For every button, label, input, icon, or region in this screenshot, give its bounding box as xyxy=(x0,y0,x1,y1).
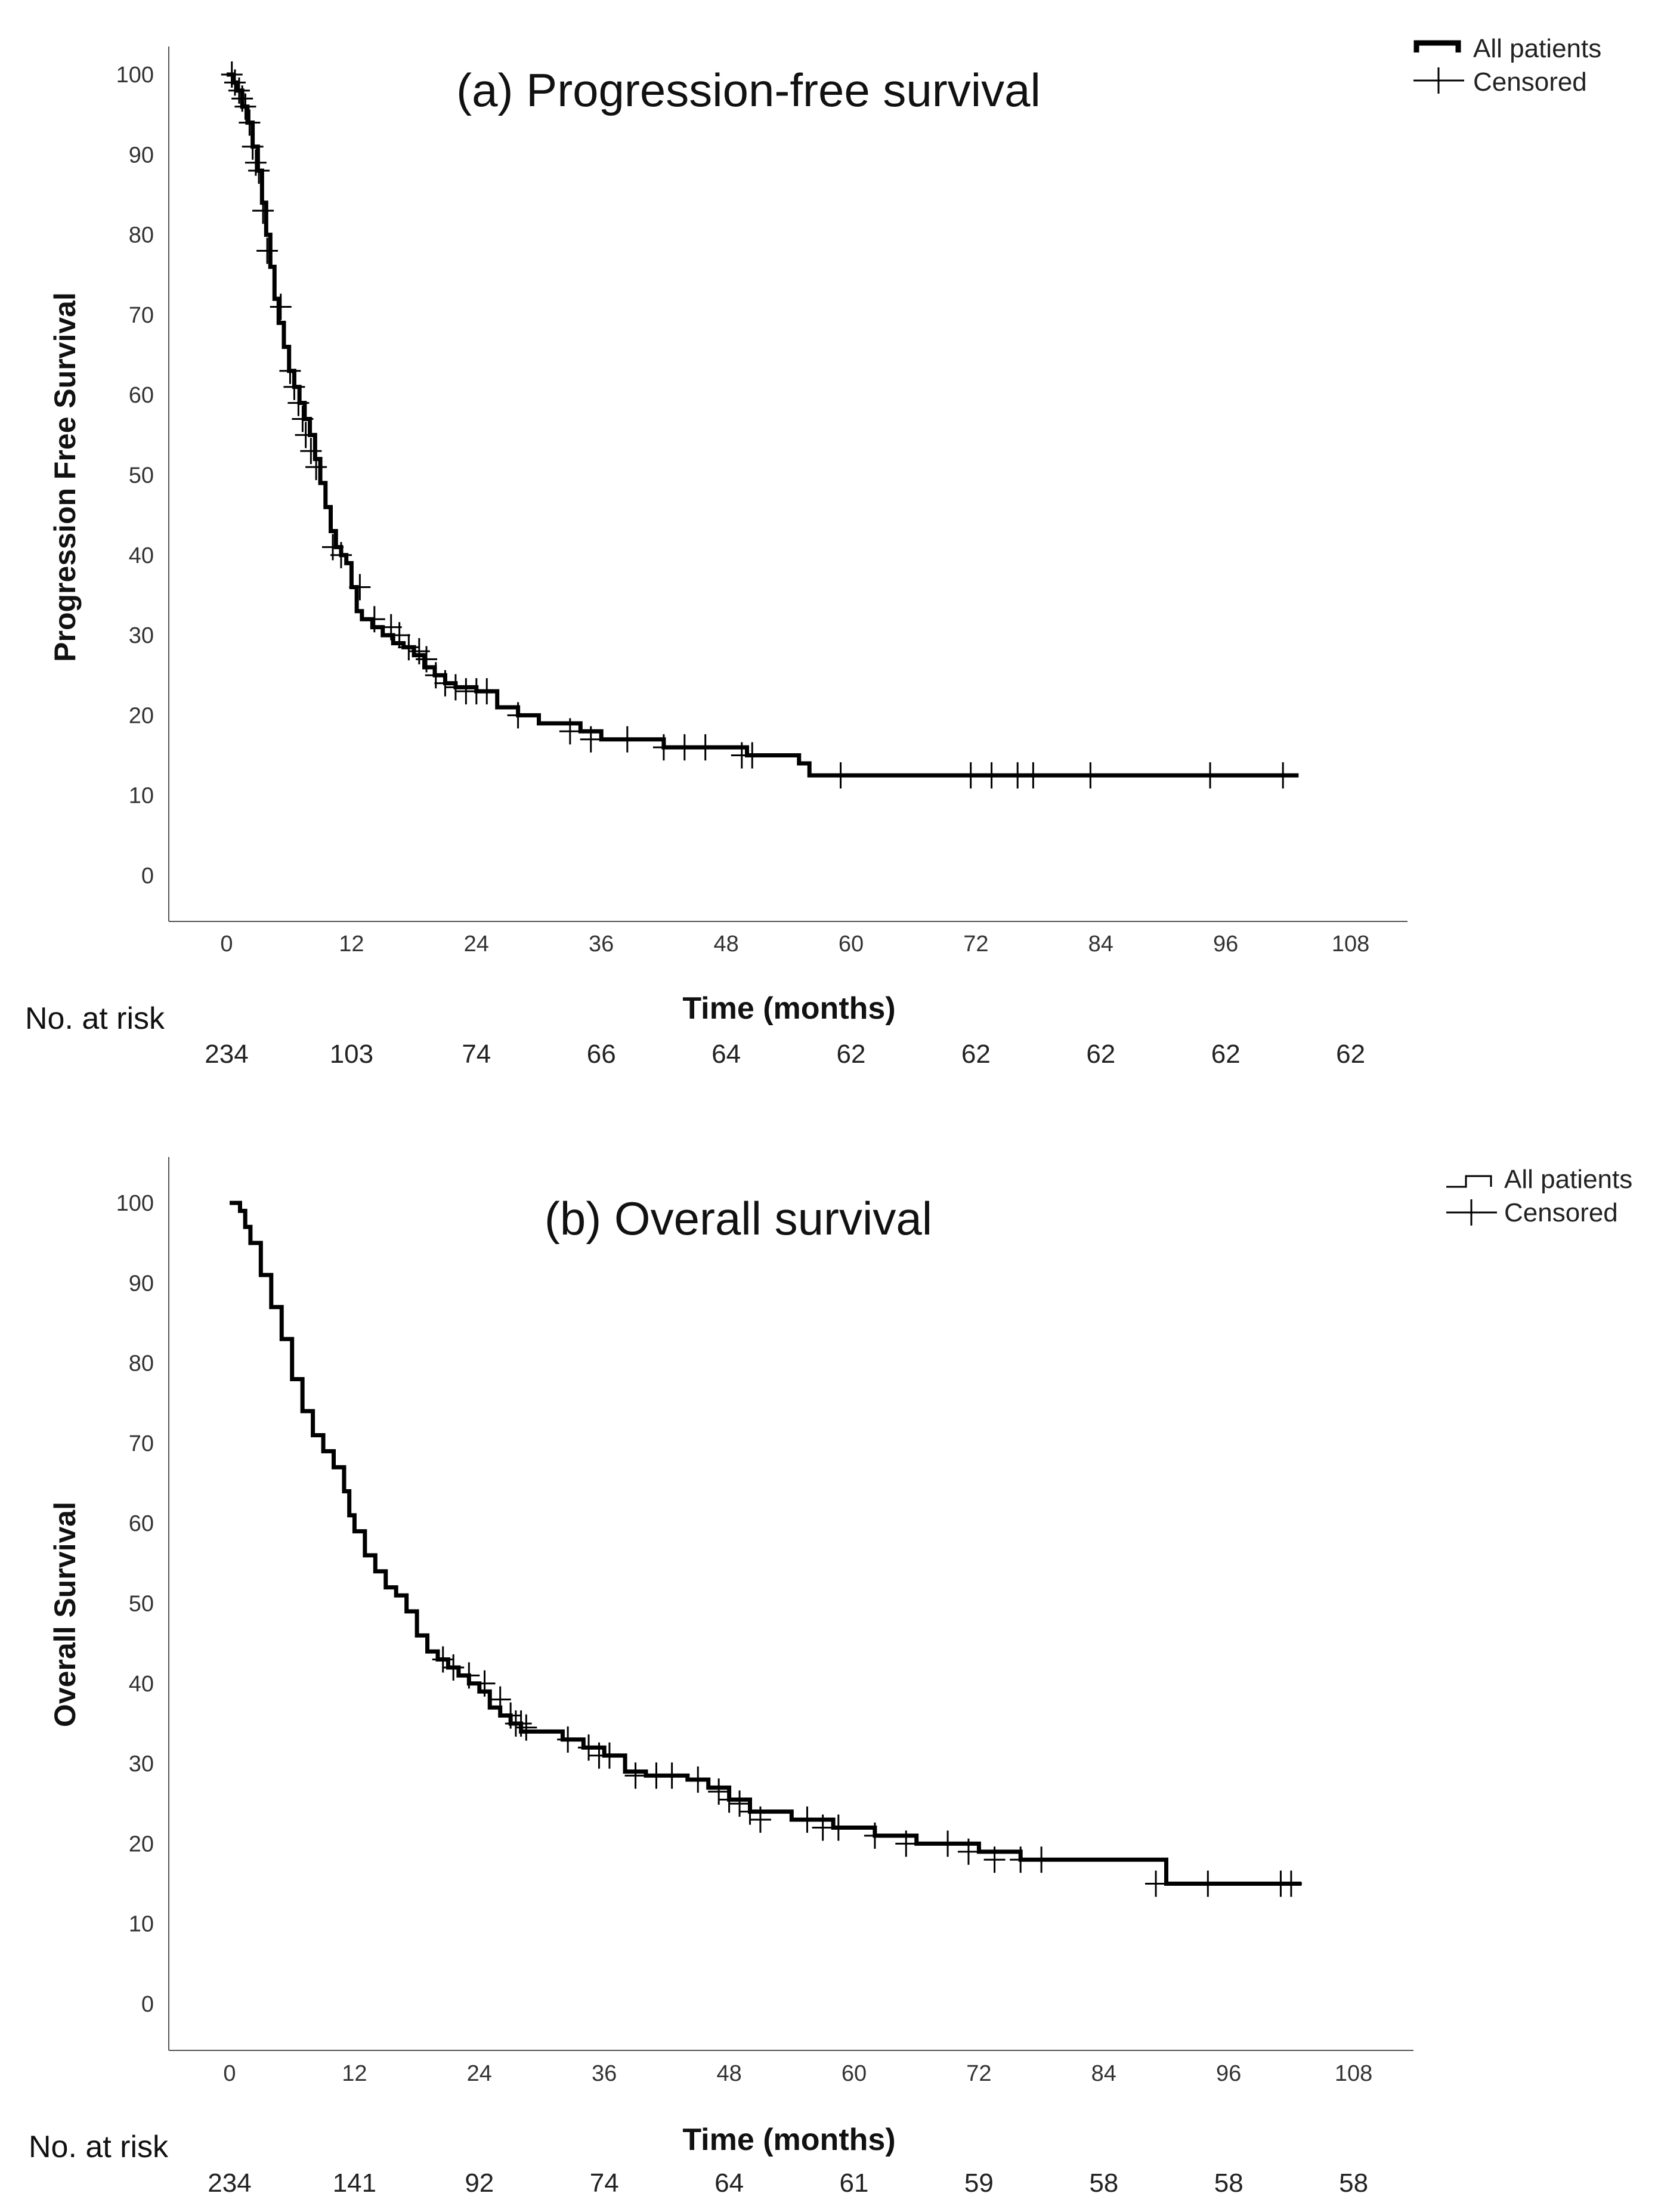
x-tick-label: 24 xyxy=(464,932,489,957)
y-tick-label: 40 xyxy=(129,1672,154,1697)
y-tick-label: 90 xyxy=(129,143,154,168)
y-tick-label: 30 xyxy=(129,1752,154,1777)
x-tick-label: 48 xyxy=(716,2061,741,2086)
y-axis-label: Overall Survival xyxy=(48,1502,82,1727)
panel-os: (b) Overall survival Overall Survival Ti… xyxy=(29,1157,1632,2198)
x-axis-label: Time (months) xyxy=(682,991,895,1026)
y-tick-label: 20 xyxy=(129,1832,154,1857)
x-tick-label: 0 xyxy=(223,2061,236,2086)
x-tick-label: 84 xyxy=(1091,2061,1116,2086)
legend-line-swatch xyxy=(1413,40,1461,52)
x-tick-label: 24 xyxy=(467,2061,492,2086)
y-axis-label: Progression Free Survival xyxy=(48,292,82,662)
risk-count: 64 xyxy=(714,2168,744,2198)
risk-count: 58 xyxy=(1089,2168,1118,2198)
y-tick-label: 70 xyxy=(129,1431,154,1456)
y-tick-label: 80 xyxy=(129,1351,154,1376)
y-tick-label: 0 xyxy=(141,864,154,889)
risk-count: 62 xyxy=(961,1040,991,1069)
x-axis-label: Time (months) xyxy=(682,2123,895,2157)
x-tick-label: 84 xyxy=(1088,932,1113,957)
risk-table-label: No. at risk xyxy=(29,2130,169,2164)
risk-count: 64 xyxy=(712,1040,741,1069)
y-tick-label: 0 xyxy=(141,1992,154,2017)
x-tick-label: 12 xyxy=(342,2061,367,2086)
plot-area: 0 10 20 30 40 50 60 70 80 90 100 0 12 24 36 48 60 72 84 96 1… xyxy=(116,1157,1413,2198)
legend: All patients Censored xyxy=(1446,1165,1632,1227)
y-tick-label: 30 xyxy=(129,623,154,648)
x-tick-label: 108 xyxy=(1332,932,1369,957)
risk-count: 103 xyxy=(330,1040,373,1069)
risk-count: 74 xyxy=(590,2168,619,2198)
y-tick-label: 60 xyxy=(129,383,154,408)
y-tick-label: 90 xyxy=(129,1271,154,1296)
risk-count: 59 xyxy=(964,2168,994,2198)
y-tick-label: 10 xyxy=(129,784,154,809)
legend-label-all-patients: All patients xyxy=(1473,34,1601,63)
plot-area: 0 10 20 30 40 50 60 70 80 90 100 0 12 24 36 48 60 72 84 96 1… xyxy=(116,47,1408,1069)
y-tick-label: 80 xyxy=(129,223,154,248)
x-tick-label: 96 xyxy=(1213,932,1238,957)
x-tick-label: 72 xyxy=(963,932,988,957)
risk-count: 234 xyxy=(205,1040,248,1069)
x-tick-label: 12 xyxy=(339,932,364,957)
legend: All patients Censored xyxy=(1413,34,1601,97)
y-tick-label: 40 xyxy=(129,543,154,568)
risk-count: 61 xyxy=(840,2168,869,2198)
risk-count: 66 xyxy=(587,1040,616,1069)
x-tick-label: 0 xyxy=(220,932,233,957)
risk-count: 62 xyxy=(1336,1040,1365,1069)
risk-count: 62 xyxy=(1211,1040,1241,1069)
risk-count: 62 xyxy=(1086,1040,1115,1069)
risk-count: 58 xyxy=(1214,2168,1244,2198)
y-tick-label: 10 xyxy=(129,1912,154,1937)
chart-title: (b) Overall survival xyxy=(545,1192,932,1245)
y-tick-label: 50 xyxy=(129,463,154,488)
risk-count: 58 xyxy=(1339,2168,1368,2198)
x-tick-label: 60 xyxy=(839,932,864,957)
legend-label-censored: Censored xyxy=(1504,1198,1618,1227)
risk-count: 92 xyxy=(465,2168,494,2198)
y-tick-label: 20 xyxy=(129,703,154,728)
legend-line-swatch xyxy=(1446,1175,1492,1188)
x-tick-label: 60 xyxy=(842,2061,867,2086)
risk-count: 141 xyxy=(333,2168,376,2198)
risk-table-label: No. at risk xyxy=(25,1001,165,1036)
x-tick-label: 36 xyxy=(592,2061,617,2086)
x-tick-label: 96 xyxy=(1216,2061,1241,2086)
legend-label-all-patients: All patients xyxy=(1504,1165,1632,1194)
survival-curve xyxy=(227,72,1299,778)
x-tick-label: 48 xyxy=(713,932,738,957)
x-tick-label: 36 xyxy=(589,932,614,957)
y-tick-label: 60 xyxy=(129,1511,154,1536)
risk-count: 74 xyxy=(462,1040,491,1069)
x-tick-label: 72 xyxy=(966,2061,991,2086)
chart-title: (a) Progression-free survival xyxy=(456,64,1041,116)
panel-pfs: (a) Progression-free survival Progressio… xyxy=(25,34,1601,1069)
y-tick-label: 70 xyxy=(129,303,154,328)
y-tick-label: 100 xyxy=(116,63,154,88)
y-tick-label: 100 xyxy=(116,1191,154,1216)
y-tick-label: 50 xyxy=(129,1592,154,1617)
risk-count: 62 xyxy=(837,1040,866,1069)
x-tick-label: 108 xyxy=(1335,2061,1372,2086)
legend-label-censored: Censored xyxy=(1473,67,1587,97)
risk-count: 234 xyxy=(208,2168,251,2198)
